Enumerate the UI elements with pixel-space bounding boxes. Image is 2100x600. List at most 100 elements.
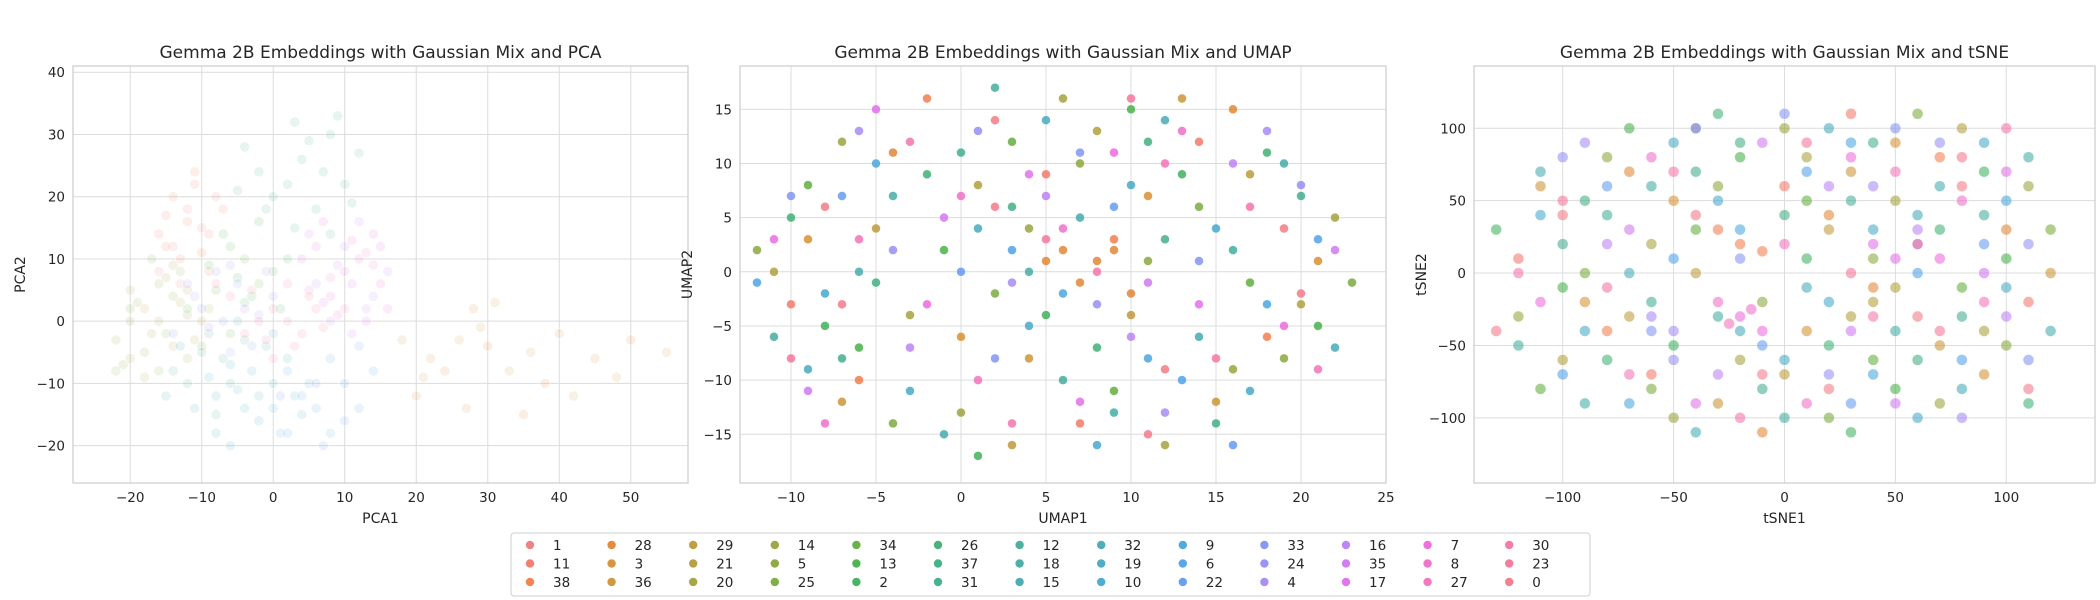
data-point-cluster-21	[1556, 354, 1569, 366]
data-point-cluster-5	[2000, 339, 2013, 352]
legend-item: 23	[1504, 557, 1549, 573]
data-point-cluster-18	[1279, 158, 1289, 169]
data-point-cluster-16	[353, 216, 365, 227]
data-point-cluster-13	[1734, 151, 1746, 163]
legend-marker	[606, 540, 617, 550]
data-point-cluster-27	[303, 284, 315, 296]
data-point-cluster-32	[803, 364, 813, 375]
data-point-cluster-8	[332, 309, 343, 321]
data-point-cluster-11	[1194, 137, 1204, 147]
data-point-cluster-18	[2022, 151, 2035, 163]
y-tick-label: 50	[1449, 194, 1466, 210]
legend-item: 9	[1178, 538, 1214, 554]
legend-item: 7	[1422, 538, 1460, 554]
data-point-cluster-21	[124, 284, 136, 296]
data-point-cluster-2	[1041, 310, 1051, 320]
legend-label: 4	[1287, 575, 1296, 591]
legend-marker	[1504, 577, 1514, 587]
legend-item: 0	[1504, 575, 1541, 591]
data-point-cluster-35	[1623, 223, 1636, 236]
data-point-cluster-13	[1623, 122, 1636, 135]
data-point-cluster-24	[1556, 151, 1569, 163]
data-point-cluster-4	[854, 126, 864, 136]
data-point-cluster-28	[1126, 288, 1136, 299]
data-point-cluster-9	[1262, 299, 1272, 310]
data-point-cluster-32	[225, 359, 236, 371]
data-point-cluster-34	[239, 253, 250, 265]
legend-marker	[1178, 540, 1188, 550]
data-point-cluster-29	[1623, 310, 1636, 323]
data-point-cluster-35	[803, 386, 813, 396]
data-point-cluster-6	[1956, 354, 1968, 366]
data-point-cluster-28	[1041, 256, 1051, 266]
data-point-cluster-29	[1778, 368, 1791, 381]
data-point-cluster-8	[346, 235, 358, 246]
data-point-cluster-38	[1601, 325, 1613, 337]
data-point-cluster-35	[303, 228, 315, 240]
data-point-cluster-9	[310, 402, 322, 414]
legend-item: 34	[851, 538, 897, 554]
data-point-cluster-9	[871, 158, 881, 169]
data-point-cluster-33	[1889, 122, 1902, 135]
data-point-cluster-16	[1712, 368, 1724, 381]
data-point-cluster-37	[1579, 194, 1591, 207]
data-point-cluster-13	[1889, 383, 1902, 395]
data-point-cluster-31	[1867, 136, 1879, 149]
data-point-cluster-22	[1756, 339, 1769, 352]
data-point-cluster-28	[625, 334, 637, 346]
data-point-cluster-16	[367, 290, 379, 302]
data-point-cluster-33	[196, 303, 207, 315]
data-point-cluster-37	[1143, 137, 1153, 147]
legend-label: 8	[1451, 557, 1460, 573]
data-point-cluster-23	[1934, 325, 1946, 337]
y-tick-label: 15	[715, 102, 732, 118]
legend-item: 29	[688, 538, 733, 554]
data-point-cluster-30	[905, 137, 915, 147]
data-point-cluster-5	[1867, 252, 1879, 265]
data-point-cluster-21	[1296, 299, 1306, 310]
data-point-cluster-23	[1126, 93, 1136, 104]
data-point-cluster-8	[1745, 303, 1757, 316]
data-point-cluster-5	[752, 245, 762, 255]
legend-item: 5	[769, 557, 806, 573]
data-point-cluster-1	[820, 202, 830, 212]
legend-marker	[1096, 540, 1106, 550]
data-point-cluster-9	[1058, 288, 1068, 299]
legend: 1113828336292120145253413226373112181532…	[510, 532, 1591, 597]
data-point-cluster-5	[175, 266, 186, 277]
data-point-cluster-27	[973, 375, 983, 385]
data-point-cluster-27	[1889, 165, 1902, 178]
data-point-cluster-30	[267, 353, 279, 364]
data-point-cluster-24	[973, 126, 983, 136]
legend-item: 3	[606, 557, 643, 573]
legend-label: 12	[1043, 538, 1060, 554]
data-point-cluster-32	[1623, 267, 1636, 279]
data-point-cluster-33	[1194, 256, 1204, 266]
data-point-cluster-36	[1712, 397, 1724, 410]
data-point-cluster-30	[296, 328, 308, 339]
legend-marker	[606, 577, 617, 587]
data-point-cluster-16	[1911, 223, 1924, 236]
data-point-cluster-18	[253, 390, 265, 402]
data-point-cluster-18	[1024, 266, 1034, 277]
data-point-cluster-18	[217, 353, 229, 364]
data-point-cluster-12	[769, 331, 779, 342]
data-point-cluster-5	[117, 359, 129, 371]
legend-item: 20	[688, 575, 733, 591]
data-point-cluster-28	[888, 147, 898, 158]
legend-item: 32	[1096, 538, 1141, 554]
chart-panel-2: −10 −5 0 5 10 15 20 25 −15 −10 −5 0 5 10 15 Gemma 2B Em…	[680, 43, 1395, 527]
x-tick-label: 10	[1122, 490, 1139, 506]
data-point-cluster-31	[346, 197, 358, 209]
data-point-cluster-32	[1734, 325, 1746, 337]
data-point-cluster-2	[1978, 165, 1990, 178]
legend-label: 7	[1451, 538, 1460, 554]
data-point-cluster-25	[990, 288, 1000, 299]
legend-item: 13	[851, 557, 897, 573]
legend-item: 17	[1341, 575, 1386, 591]
data-point-cluster-20	[182, 353, 193, 364]
data-point-cluster-28	[1092, 256, 1102, 266]
data-point-cluster-23	[289, 340, 301, 352]
data-point-cluster-32	[1956, 383, 1968, 395]
